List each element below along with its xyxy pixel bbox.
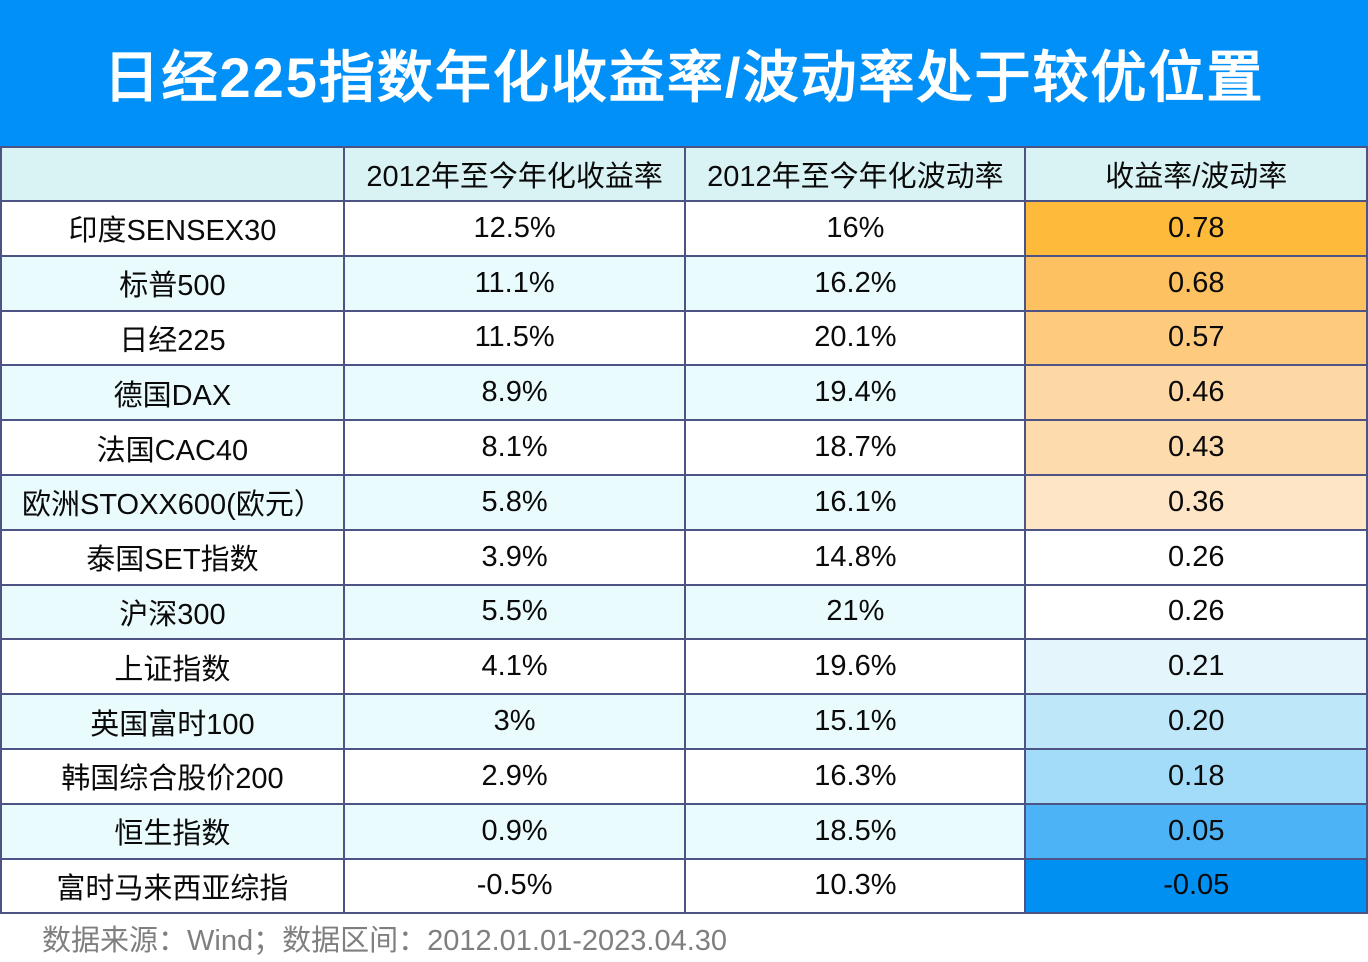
header-return-volatility-ratio: 收益率/波动率 xyxy=(1024,146,1368,202)
table-row: 韩国综合股价200 2.9% 16.3% 0.18 xyxy=(0,747,1368,805)
table-row: 沪深300 5.5% 21% 0.26 xyxy=(0,583,1368,641)
title-banner: 日经225指数年化收益率/波动率处于较优位置 xyxy=(0,0,1368,146)
return-volatility-ratio-cell: 0.18 xyxy=(1024,747,1368,805)
annualized-volatility-cell: 19.4% xyxy=(684,364,1027,422)
table-row: 印度SENSEX30 12.5% 16% 0.78 xyxy=(0,200,1368,257)
annualized-volatility-cell: 16.2% xyxy=(684,254,1027,312)
table-row: 泰国SET指数 3.9% 14.8% 0.26 xyxy=(0,528,1368,586)
table-row: 日经225 11.5% 20.1% 0.57 xyxy=(0,309,1368,367)
annualized-return-cell: 8.1% xyxy=(342,419,687,476)
table-row: 恒生指数 0.9% 18.5% 0.05 xyxy=(0,802,1368,860)
annualized-volatility-cell: 14.8% xyxy=(684,528,1027,586)
return-volatility-ratio-cell: 0.36 xyxy=(1024,473,1368,531)
index-name-cell: 英国富时100 xyxy=(0,693,345,750)
annualized-volatility-cell: 16.3% xyxy=(684,747,1027,805)
index-name-cell: 印度SENSEX30 xyxy=(0,200,345,257)
index-name-cell: 德国DAX xyxy=(0,364,345,422)
annualized-return-cell: 11.1% xyxy=(342,254,687,312)
annualized-return-cell: 5.8% xyxy=(342,473,687,531)
index-name-cell: 恒生指数 xyxy=(0,802,345,860)
annualized-return-cell: 8.9% xyxy=(342,364,687,422)
table-row: 上证指数 4.1% 19.6% 0.21 xyxy=(0,638,1368,696)
index-name-cell: 沪深300 xyxy=(0,583,345,641)
annualized-return-cell: 3% xyxy=(342,693,687,750)
table-row: 德国DAX 8.9% 19.4% 0.46 xyxy=(0,364,1368,422)
return-volatility-ratio-cell: 0.68 xyxy=(1024,254,1368,312)
annualized-return-cell: 4.1% xyxy=(342,638,687,696)
return-volatility-ratio-cell: 0.26 xyxy=(1024,583,1368,641)
data-source-note: 数据来源：Wind；数据区间：2012.01.01-2023.04.30 xyxy=(42,925,728,958)
table-row: 英国富时100 3% 15.1% 0.20 xyxy=(0,693,1368,750)
index-name-cell: 韩国综合股价200 xyxy=(0,747,345,805)
index-name-cell: 泰国SET指数 xyxy=(0,528,345,586)
index-name-cell: 日经225 xyxy=(0,309,345,367)
return-volatility-ratio-cell: 0.20 xyxy=(1024,693,1368,750)
return-volatility-ratio-cell: 0.26 xyxy=(1024,528,1368,586)
annualized-return-cell: 3.9% xyxy=(342,528,687,586)
index-name-cell: 法国CAC40 xyxy=(0,419,345,476)
table-header-row: 2012年至今年化收益率 2012年至今年化波动率 收益率/波动率 xyxy=(0,146,1368,202)
annualized-volatility-cell: 15.1% xyxy=(684,693,1027,750)
index-name-cell: 标普500 xyxy=(0,254,345,312)
table-row: 欧洲STOXX600(欧元） 5.8% 16.1% 0.36 xyxy=(0,473,1368,531)
annualized-volatility-cell: 21% xyxy=(684,583,1027,641)
annualized-return-cell: 0.9% xyxy=(342,802,687,860)
annualized-return-cell: -0.5% xyxy=(342,857,687,915)
return-volatility-ratio-cell: 0.21 xyxy=(1024,638,1368,696)
index-return-volatility-table: 2012年至今年化收益率 2012年至今年化波动率 收益率/波动率 印度SENS… xyxy=(0,146,1368,915)
annualized-volatility-cell: 16.1% xyxy=(684,473,1027,531)
header-index-name xyxy=(0,146,345,202)
page-title: 日经225指数年化收益率/波动率处于较优位置 xyxy=(103,45,1265,109)
annualized-volatility-cell: 20.1% xyxy=(684,309,1027,367)
annualized-return-cell: 11.5% xyxy=(342,309,687,367)
annualized-volatility-cell: 19.6% xyxy=(684,638,1027,696)
annualized-return-cell: 2.9% xyxy=(342,747,687,805)
annualized-volatility-cell: 16% xyxy=(684,200,1027,257)
table-row: 法国CAC40 8.1% 18.7% 0.43 xyxy=(0,419,1368,476)
index-name-cell: 富时马来西亚综指 xyxy=(0,857,345,915)
return-volatility-ratio-cell: 0.05 xyxy=(1024,802,1368,860)
annualized-volatility-cell: 10.3% xyxy=(684,857,1027,915)
table-row: 标普500 11.1% 16.2% 0.68 xyxy=(0,254,1368,312)
return-volatility-ratio-cell: 0.57 xyxy=(1024,309,1368,367)
return-volatility-ratio-cell: 0.46 xyxy=(1024,364,1368,422)
table-row: 富时马来西亚综指 -0.5% 10.3% -0.05 xyxy=(0,857,1368,915)
annualized-volatility-cell: 18.7% xyxy=(684,419,1027,476)
annualized-volatility-cell: 18.5% xyxy=(684,802,1027,860)
footer: 数据来源：Wind；数据区间：2012.01.01-2023.04.30 xyxy=(0,914,1368,962)
index-name-cell: 上证指数 xyxy=(0,638,345,696)
annualized-return-cell: 12.5% xyxy=(342,200,687,257)
return-volatility-ratio-cell: 0.78 xyxy=(1024,200,1368,257)
header-annualized-return: 2012年至今年化收益率 xyxy=(342,146,687,202)
return-volatility-ratio-cell: -0.05 xyxy=(1024,857,1368,915)
return-volatility-ratio-cell: 0.43 xyxy=(1024,419,1368,476)
index-name-cell: 欧洲STOXX600(欧元） xyxy=(0,473,345,531)
annualized-return-cell: 5.5% xyxy=(342,583,687,641)
header-annualized-volatility: 2012年至今年化波动率 xyxy=(684,146,1027,202)
